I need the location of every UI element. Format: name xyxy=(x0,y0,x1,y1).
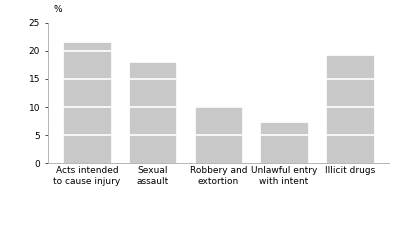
Text: %: % xyxy=(54,5,63,14)
Bar xyxy=(129,62,176,163)
Bar xyxy=(326,55,374,163)
Bar xyxy=(260,122,308,163)
Bar xyxy=(195,106,242,163)
Bar xyxy=(63,42,110,163)
